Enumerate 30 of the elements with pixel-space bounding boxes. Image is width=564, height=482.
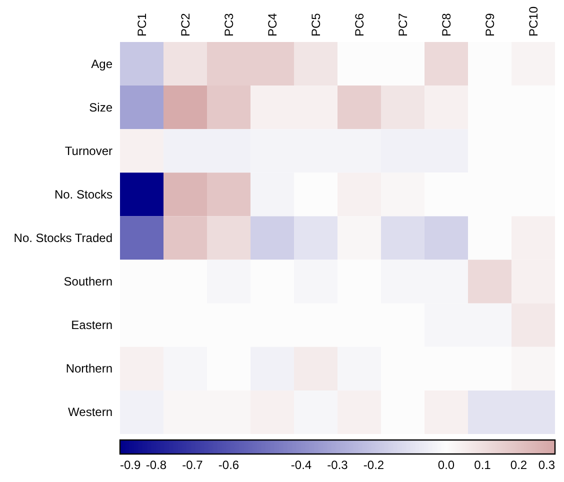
y-tick-label: Size <box>89 100 113 114</box>
y-tick-label: Northern <box>66 362 112 376</box>
color-bar-label: 0.0 <box>438 458 455 472</box>
color-bar-label: 0.1 <box>474 458 492 472</box>
color-bar-label: -0.7 <box>182 458 204 472</box>
y-tick-label: No. Stocks Traded <box>14 231 112 245</box>
x-tick-label: PC9 <box>482 12 497 36</box>
color-bar-label: -0.8 <box>146 458 167 472</box>
x-tick-label: PC6 <box>352 12 366 36</box>
color-bar-label: -0.9 <box>120 458 142 472</box>
y-tick-label: Southern <box>64 274 112 289</box>
y-tick-label: Eastern <box>71 318 112 332</box>
x-tick-label: PC4 <box>265 12 280 36</box>
x-tick-label: PC2 <box>178 12 192 36</box>
y-tick-label: No. Stocks <box>54 187 112 202</box>
x-tick-label: PC5 <box>308 12 323 36</box>
y-tick-label: Turnover <box>64 144 112 158</box>
color-bar-label: -0.4 <box>290 458 312 472</box>
color-bar-label: 0.2 <box>510 458 528 472</box>
x-tick-label: PC7 <box>396 12 410 36</box>
x-tick-label: PC1 <box>134 12 149 36</box>
y-tick-label: Age <box>91 56 113 71</box>
color-bar-label: 0.3 <box>538 458 556 472</box>
y-tick-label: Western <box>68 405 112 420</box>
x-tick-label: PC3 <box>222 12 236 36</box>
x-tick-label: PC8 <box>439 12 454 36</box>
x-tick-label: PC10 <box>526 6 540 36</box>
color-bar-label: -0.2 <box>363 458 384 472</box>
color-bar-label: -0.3 <box>327 458 348 472</box>
color-bar-label: -0.6 <box>218 458 240 472</box>
